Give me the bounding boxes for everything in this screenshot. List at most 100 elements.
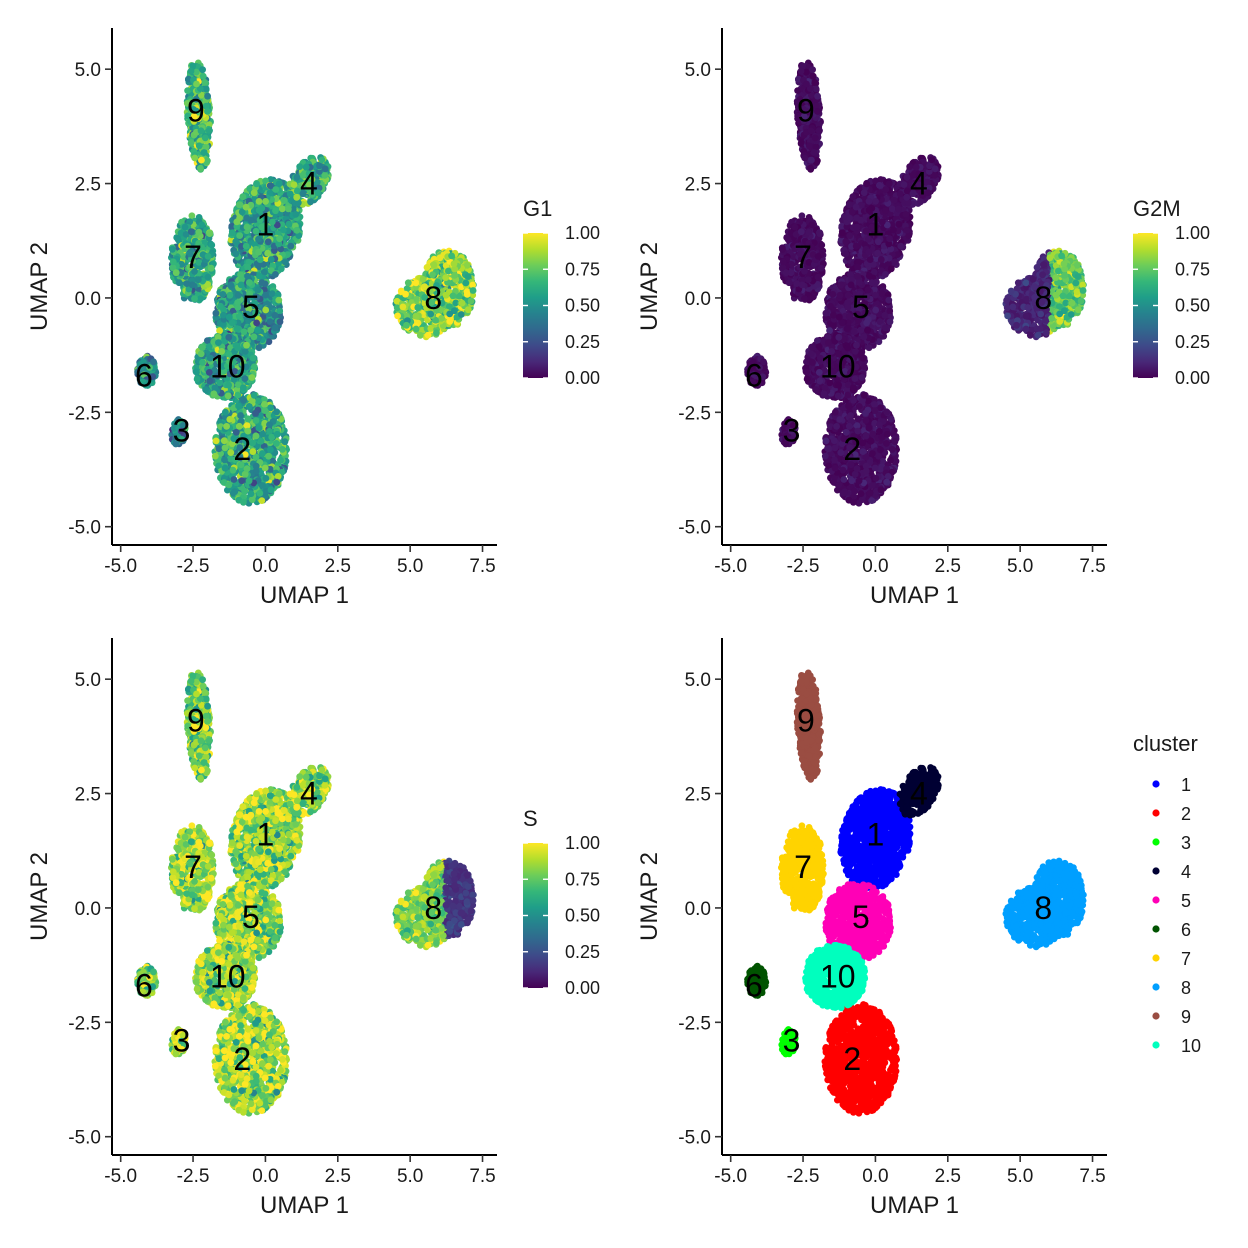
scatter-point bbox=[197, 127, 205, 135]
scatter-point bbox=[429, 271, 436, 279]
scatter-point bbox=[394, 312, 401, 320]
scatter-point bbox=[231, 488, 239, 496]
panel-g1: -5.0 -2.5 0.0 2.5 5.0 7.5-5.0-2.50.02.55.0UMA… bbox=[26, 28, 600, 609]
scatter-point bbox=[267, 486, 275, 494]
scatter-point bbox=[397, 287, 405, 295]
scatter-point bbox=[281, 258, 289, 266]
scatter-point bbox=[259, 450, 266, 457]
scatter-point bbox=[220, 311, 227, 319]
scatter-point bbox=[245, 477, 253, 485]
scatter-point bbox=[220, 437, 228, 445]
scatter-point bbox=[287, 242, 295, 250]
scatter-point bbox=[464, 273, 472, 280]
scatter-point bbox=[235, 201, 243, 209]
scatter-point bbox=[273, 408, 280, 416]
scatter-point bbox=[286, 190, 294, 198]
scatter-point bbox=[430, 261, 438, 268]
scatter-point bbox=[253, 180, 260, 188]
scatter-point bbox=[204, 253, 212, 260]
scatter-point bbox=[399, 303, 407, 311]
scatter-point bbox=[234, 391, 242, 399]
scatter-point bbox=[219, 291, 227, 298]
scatter-point bbox=[276, 235, 283, 243]
scatter-point bbox=[271, 311, 279, 319]
scatter-point bbox=[232, 238, 240, 246]
scatter-point bbox=[412, 325, 420, 333]
scatter-point bbox=[414, 304, 422, 311]
scatter-point bbox=[174, 236, 182, 243]
scatter-point bbox=[245, 403, 253, 410]
scatter-point bbox=[211, 452, 219, 460]
scatter-point bbox=[250, 189, 258, 197]
scatter-point bbox=[438, 315, 445, 322]
scatter-point bbox=[285, 205, 292, 213]
scatter-point bbox=[255, 424, 263, 432]
scatter-point bbox=[172, 269, 180, 277]
scatter-point bbox=[272, 271, 279, 278]
scatter-point bbox=[242, 203, 250, 211]
scatter-point bbox=[222, 408, 229, 416]
scatter-point bbox=[236, 232, 244, 240]
scatter-point bbox=[404, 279, 412, 287]
scatter-point bbox=[318, 156, 326, 164]
scatter-point bbox=[463, 288, 471, 296]
scatter-point bbox=[457, 311, 465, 318]
scatter-point bbox=[226, 291, 234, 299]
scatter-point bbox=[243, 223, 251, 231]
scatter-point bbox=[464, 306, 472, 314]
scatter-point bbox=[261, 401, 268, 408]
scatter-point bbox=[423, 264, 431, 271]
scatter-point bbox=[424, 331, 432, 339]
scatter-point bbox=[243, 214, 251, 222]
scatter-point bbox=[252, 409, 259, 417]
scatter-point bbox=[223, 423, 231, 430]
scatter-point bbox=[205, 127, 213, 134]
scatter-point bbox=[197, 295, 205, 302]
scatter-point bbox=[416, 331, 424, 339]
scatter-point bbox=[204, 92, 212, 100]
scatter-point bbox=[187, 67, 195, 75]
scatter-point bbox=[194, 276, 202, 284]
scatter-point bbox=[268, 290, 276, 298]
scatter-point bbox=[199, 66, 207, 74]
scatter-point bbox=[244, 415, 252, 423]
scatter-point bbox=[191, 295, 198, 303]
scatter-point bbox=[448, 252, 455, 260]
scatter-point bbox=[275, 296, 283, 304]
scatter-point bbox=[237, 281, 245, 289]
scatter-point bbox=[255, 344, 263, 352]
scatter-point bbox=[403, 321, 410, 329]
scatter-point bbox=[195, 228, 203, 236]
scatter-point bbox=[169, 258, 177, 266]
scatter-point bbox=[252, 417, 260, 424]
scatter-point bbox=[235, 422, 243, 430]
scatter-point bbox=[239, 193, 247, 201]
scatter-point bbox=[221, 456, 228, 464]
scatter-point bbox=[232, 250, 240, 258]
scatter-point bbox=[206, 230, 214, 238]
scatter-point bbox=[257, 437, 265, 445]
scatter-point bbox=[293, 226, 301, 234]
scatter-point bbox=[201, 134, 209, 142]
scatter-point bbox=[255, 272, 263, 280]
scatter-point bbox=[256, 256, 264, 263]
scatter-point bbox=[262, 475, 270, 482]
scatter-points bbox=[134, 59, 477, 507]
scatter-point bbox=[252, 467, 260, 475]
scatter-point bbox=[247, 490, 255, 498]
scatter-point bbox=[449, 292, 457, 300]
scatter-point bbox=[221, 444, 229, 452]
scatter-point bbox=[412, 312, 420, 320]
scatter-point bbox=[276, 318, 284, 326]
scatter-point bbox=[255, 248, 262, 256]
scatter-point bbox=[204, 108, 211, 115]
scatter-point bbox=[274, 473, 282, 480]
scatter-point bbox=[198, 156, 205, 164]
scatter-point bbox=[204, 273, 212, 281]
scatter-point bbox=[273, 430, 281, 438]
scatter-point bbox=[279, 446, 286, 453]
scatter-point bbox=[245, 279, 253, 286]
scatter-point bbox=[242, 242, 250, 250]
scatter-point bbox=[199, 72, 207, 80]
scatter-point bbox=[265, 452, 272, 460]
